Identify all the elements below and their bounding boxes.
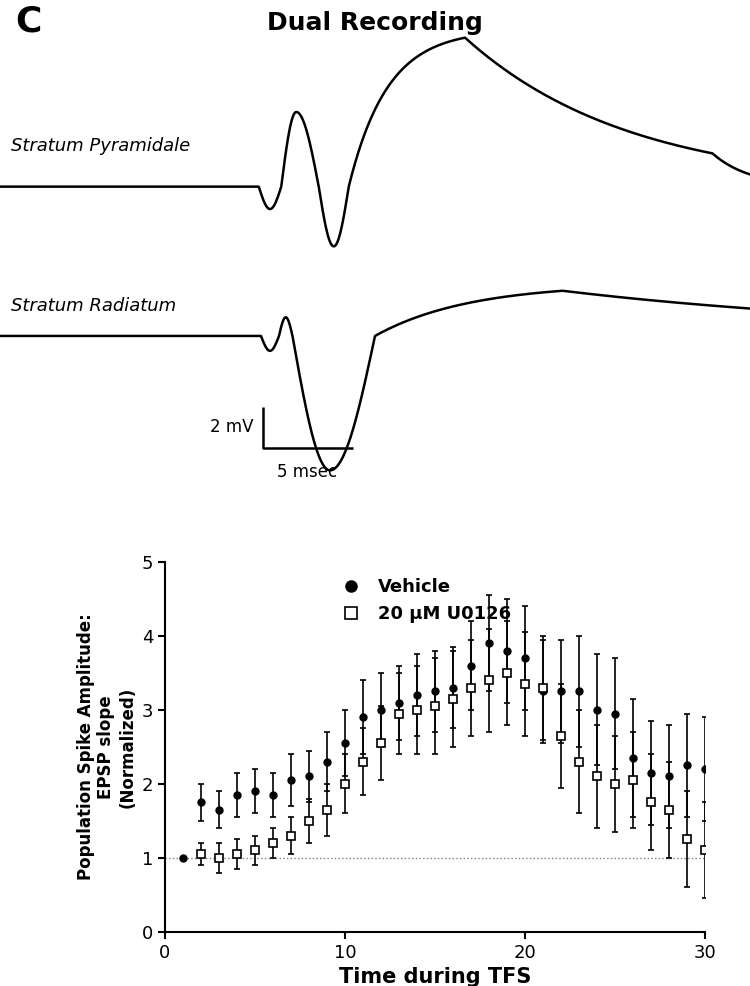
Text: Dual Recording: Dual Recording xyxy=(267,11,483,35)
Text: Stratum Radiatum: Stratum Radiatum xyxy=(11,297,176,316)
Text: C: C xyxy=(15,5,41,38)
X-axis label: Time during TFS
(sec): Time during TFS (sec) xyxy=(339,967,531,986)
Legend: Vehicle, 20 μM U0126: Vehicle, 20 μM U0126 xyxy=(326,571,518,630)
Text: 5 msec: 5 msec xyxy=(278,462,338,481)
Text: Stratum Pyramidale: Stratum Pyramidale xyxy=(11,137,190,155)
Text: 2 mV: 2 mV xyxy=(210,418,254,437)
Y-axis label: Population Spike Amplitude:
EPSP slope
(Normalized): Population Spike Amplitude: EPSP slope (… xyxy=(76,613,136,880)
